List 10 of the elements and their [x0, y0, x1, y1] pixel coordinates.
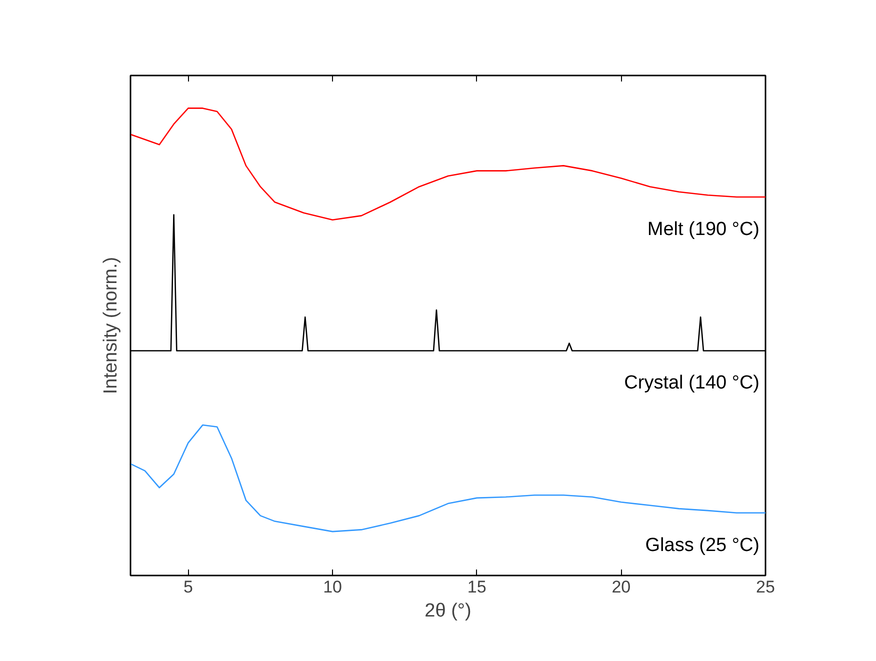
- x-tick-label: 25: [756, 578, 775, 596]
- series-label: Glass (25 °C): [645, 534, 760, 556]
- x-tick-label: 15: [467, 578, 486, 596]
- series-label: Melt (190 °C): [647, 218, 760, 240]
- x-tick-label: 20: [612, 578, 631, 596]
- y-axis-title: Intensity (norm.): [100, 256, 122, 394]
- x-tick-label: 5: [184, 578, 193, 596]
- x-tick-label: 10: [323, 578, 342, 596]
- x-axis-title: 2θ (°): [424, 600, 472, 622]
- series-label: Crystal (140 °C): [624, 372, 760, 394]
